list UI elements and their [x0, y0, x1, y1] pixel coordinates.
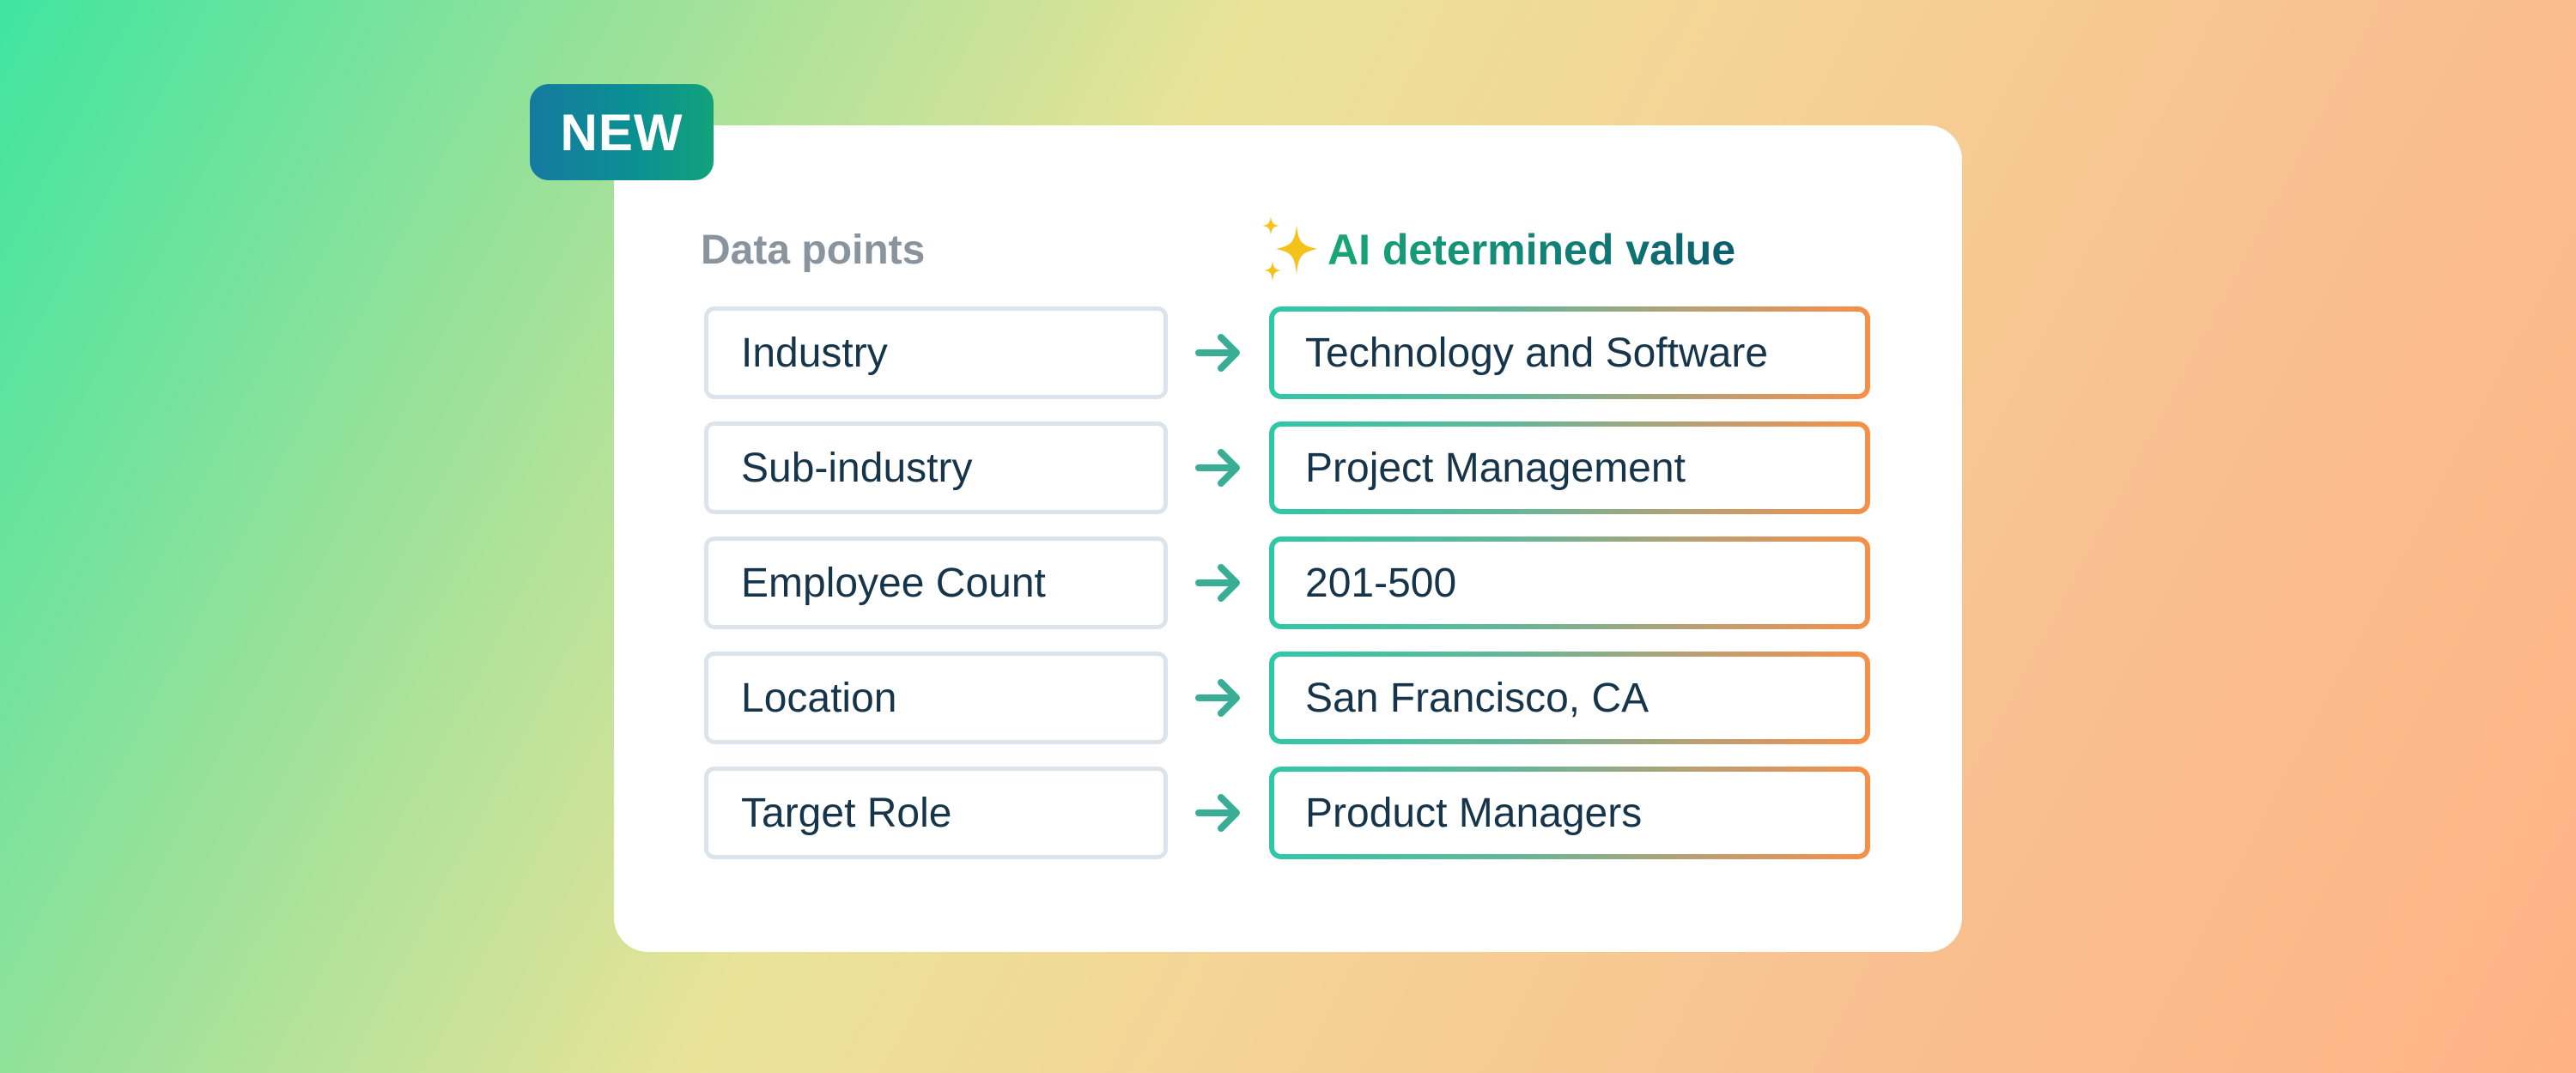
ai-value-field: Project Management — [1269, 421, 1870, 514]
arrow-right-icon — [1195, 564, 1240, 602]
ai-value-header: AI determined value — [1259, 215, 1735, 285]
data-row-industry: Industry Technology and Software — [704, 306, 1870, 399]
new-badge: NEW — [530, 84, 714, 180]
arrow-right-icon — [1195, 449, 1240, 487]
ai-value-field: Product Managers — [1269, 767, 1870, 859]
data-row-location: Location San Francisco, CA — [704, 652, 1870, 744]
arrow-right-icon — [1195, 794, 1240, 832]
ai-value-field: San Francisco, CA — [1269, 652, 1870, 744]
data-points-header: Data points — [701, 227, 926, 273]
data-point-field: Employee Count — [704, 536, 1168, 629]
sparkles-icon — [1259, 216, 1319, 283]
data-point-field: Target Role — [704, 767, 1168, 859]
data-point-field: Location — [704, 652, 1168, 744]
data-row-sub-industry: Sub-industry Project Management — [704, 421, 1870, 514]
data-row-target-role: Target Role Product Managers — [704, 767, 1870, 859]
ai-value-header-label: AI determined value — [1327, 219, 1735, 281]
arrow-right-icon — [1195, 679, 1240, 717]
data-point-field: Industry — [704, 306, 1168, 399]
new-badge-label: NEW — [560, 103, 683, 161]
arrow-right-icon — [1195, 334, 1240, 372]
data-point-field: Sub-industry — [704, 421, 1168, 514]
ai-value-field: 201-500 — [1269, 536, 1870, 629]
data-row-employee-count: Employee Count 201-500 — [704, 536, 1870, 629]
ai-value-field: Technology and Software — [1269, 306, 1870, 399]
